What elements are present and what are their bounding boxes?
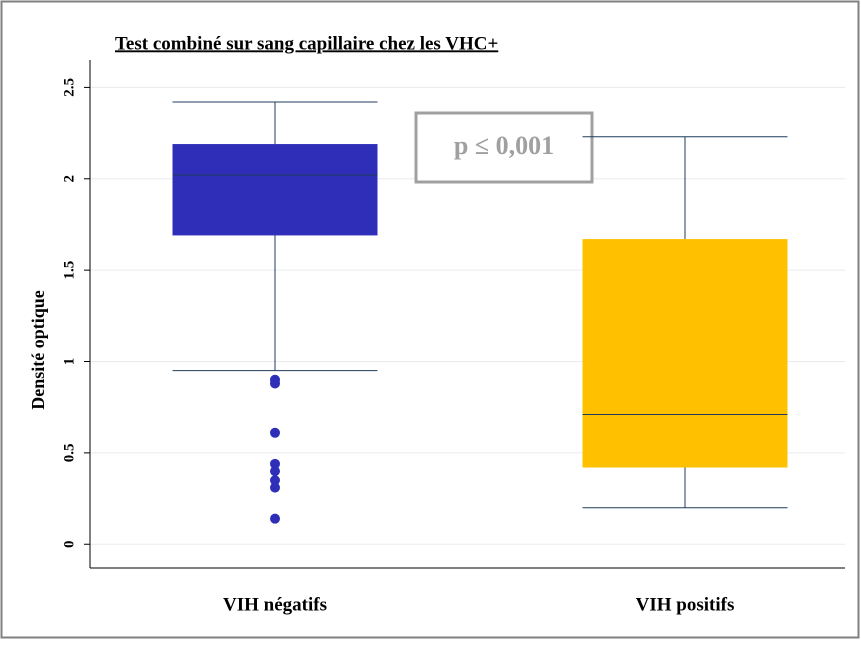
box [172, 144, 378, 236]
x-tick-label: VIH négatifs [223, 594, 327, 615]
y-tick-label: 2 [61, 175, 77, 183]
y-tick-label: 0 [61, 540, 77, 548]
outlier [270, 458, 280, 469]
outlier [270, 378, 280, 389]
outlier [270, 482, 280, 493]
outlier [270, 475, 280, 486]
chart-title: Test combiné sur sang capillaire chez le… [115, 33, 498, 54]
y-tick-label: 0.5 [61, 444, 77, 463]
annotation-box [414, 111, 594, 184]
outlier [270, 466, 280, 477]
y-tick-label: 2.5 [61, 78, 77, 97]
outlier [270, 427, 280, 438]
y-tick-label: 1.5 [61, 261, 77, 280]
y-tick-label: 1 [61, 358, 77, 366]
outlier [270, 513, 280, 524]
y-axis-label: Densité optique [28, 290, 48, 410]
annotation: p ≤ 0,001 [454, 131, 554, 160]
box [582, 239, 788, 468]
x-tick-label: VIH positifs [636, 594, 735, 615]
